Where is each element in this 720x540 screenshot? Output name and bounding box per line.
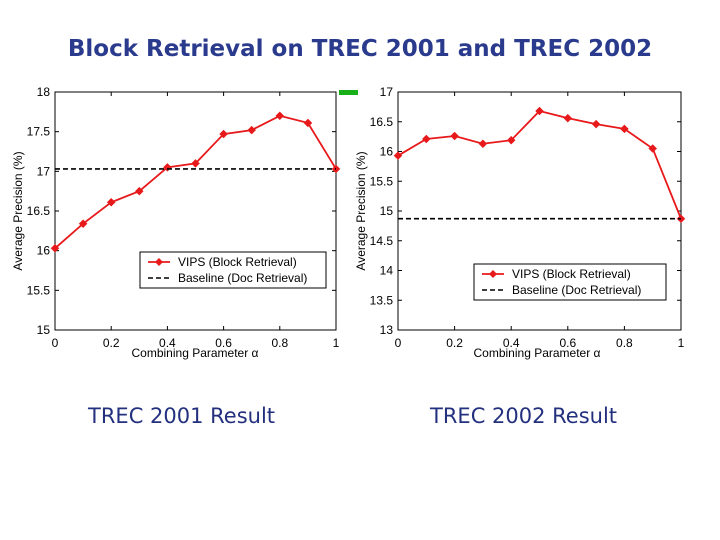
y-tick-label: 16 — [37, 244, 51, 258]
x-axis-title: Combining Parameter α — [132, 346, 259, 360]
caption-trec-2002: TREC 2002 Result — [430, 404, 618, 428]
y-tick-label: 13.5 — [370, 293, 394, 307]
series-vips-point — [648, 144, 658, 153]
y-tick-label: 18 — [37, 85, 51, 99]
chart-2: 0 0.2 0.4 0.6 0.8 1 13 13.5 14 14.5 15 15.5 16 16.5 17… — [354, 85, 686, 360]
series-vips-point — [620, 124, 629, 134]
x-axis-title: Combining Parameter α — [474, 346, 601, 360]
y-tick-label: 15.5 — [370, 174, 394, 188]
series-vips-point — [506, 135, 516, 145]
series-vips-point — [78, 219, 88, 229]
accent-mark — [339, 90, 358, 95]
series-vips-point — [450, 131, 459, 141]
legend-marker-vips — [489, 270, 497, 278]
legend: VIPS (Block Retrieval) Baseline (Doc Retr… — [473, 263, 667, 301]
x-tick-label: 0 — [52, 336, 59, 350]
y-tick-label: 17 — [37, 164, 51, 178]
caption-trec-2001: TREC 2001 Result — [88, 404, 276, 428]
series-vips-point — [478, 139, 488, 149]
x-tick-label: 0.6 — [559, 336, 576, 350]
x-tick-label: 0.4 — [503, 336, 520, 350]
x-tick-label: 0.2 — [446, 336, 463, 350]
legend: VIPS (Block Retrieval) Baseline (Doc Retr… — [139, 251, 327, 289]
y-tick-label: 15.5 — [27, 283, 51, 297]
y-axis-title: Average Precision (%) — [11, 151, 25, 270]
x-tick-label: 0.8 — [616, 336, 633, 350]
y-axis-title: Average Precision (%) — [354, 151, 368, 270]
y-tick-label: 14.5 — [370, 234, 394, 248]
series-vips-point — [275, 111, 285, 121]
x-tick-label: 0 — [395, 336, 402, 350]
series-vips-point — [563, 113, 573, 123]
legend-label: VIPS (Block Retrieval) — [512, 267, 631, 281]
series-vips-point — [191, 159, 200, 168]
y-tick-label: 17 — [380, 85, 394, 99]
series-vips-point — [535, 106, 544, 116]
series-vips-point — [421, 134, 431, 144]
legend-label: Baseline (Doc Retrieval) — [178, 271, 307, 285]
series-vips-point — [134, 186, 144, 196]
legend-box — [473, 263, 667, 301]
slide-title: Block Retrieval on TREC 2001 and TREC 20… — [67, 36, 653, 62]
series-vips-point — [219, 129, 228, 139]
y-tick-label: 16.5 — [370, 115, 394, 129]
x-tick-label: 0.8 — [271, 336, 288, 350]
y-tick-label: 13 — [380, 323, 394, 337]
chart-1: 0 0.2 0.4 0.6 0.8 1 15 15.5 16 16.5 17 17.5 18 Combin… — [11, 85, 341, 360]
legend-marker-vips — [155, 258, 163, 266]
x-tick-label: 1 — [333, 336, 340, 350]
plot-frame — [54, 91, 337, 331]
series-vips-point — [247, 125, 257, 135]
legend-box — [139, 251, 327, 289]
x-tick-label: 0.6 — [215, 336, 232, 350]
x-tick-label: 0.4 — [159, 336, 176, 350]
series-vips-point — [393, 151, 403, 161]
series-vips-point — [50, 243, 60, 253]
series-vips-point — [106, 197, 116, 207]
legend-label: Baseline (Doc Retrieval) — [512, 283, 641, 297]
y-tick-label: 17.5 — [27, 125, 51, 139]
y-tick-label: 15 — [37, 323, 51, 337]
legend-label: VIPS (Block Retrieval) — [178, 255, 297, 269]
x-tick-label: 0.2 — [103, 336, 120, 350]
y-tick-label: 15 — [380, 204, 394, 218]
series-vips-point — [303, 118, 313, 128]
y-tick-label: 16 — [380, 145, 394, 159]
x-tick-label: 1 — [678, 336, 685, 350]
series-vips-point — [591, 119, 601, 129]
y-tick-label: 14 — [380, 264, 394, 278]
y-tick-label: 16.5 — [27, 204, 51, 218]
